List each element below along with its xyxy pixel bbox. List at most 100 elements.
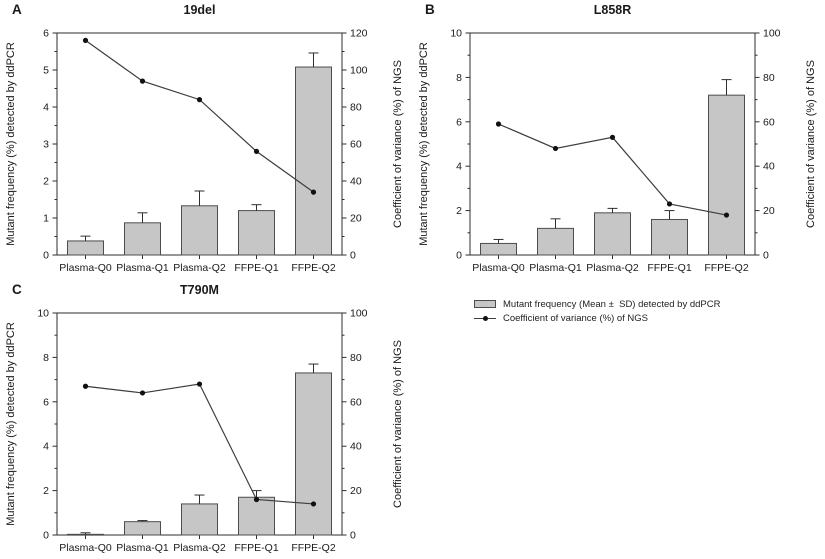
bar-ffpe-q1 <box>238 210 275 256</box>
cv-point <box>310 501 317 507</box>
left-axis-tick-label: 3 <box>43 139 49 151</box>
cv-point <box>310 189 317 195</box>
bar-plasma-q1 <box>537 227 574 256</box>
x-axis-category-label: FFPE-Q1 <box>234 262 278 274</box>
right-axis-title: Coefficient of variance (%) of NGS <box>805 60 817 228</box>
panel-t790m: C T790M 0 2 4 6 8 10 0 20 40 60 80 100 Plasma-Q0 Plas… <box>0 280 412 559</box>
left-axis-title: Mutant frequency (%) detected by ddPCR <box>5 322 17 526</box>
x-axis-category-label: Plasma-Q0 <box>472 262 525 274</box>
right-axis-tick-label: 60 <box>350 139 362 151</box>
left-axis-tick-label: 2 <box>43 485 49 497</box>
left-axis-tick-label: 6 <box>456 116 462 128</box>
panel-letter-c: C <box>12 282 22 297</box>
left-axis-tick-label: 6 <box>43 28 49 40</box>
cv-point <box>139 390 146 396</box>
legend-item-mutant-frequency: Mutant frequency (Mean ± SD) detected by… <box>474 297 720 311</box>
left-axis-tick-label: 1 <box>43 213 49 225</box>
cv-point <box>723 212 730 218</box>
x-axis-category-label: FFPE-Q1 <box>647 262 691 274</box>
x-axis-category-label: Plasma-Q1 <box>116 262 169 274</box>
left-axis-tick-label: 8 <box>43 352 49 364</box>
bar-plasma-q0 <box>67 240 104 256</box>
right-axis-tick-label: 0 <box>350 250 356 262</box>
left-axis-tick-label: 0 <box>43 250 49 262</box>
cv-point <box>82 37 89 44</box>
legend-line-marker-icon <box>483 315 488 321</box>
panel-title-19del: 19del <box>183 3 216 17</box>
right-axis-tick-label: 0 <box>763 250 769 262</box>
left-axis-tick-label: 8 <box>456 72 462 84</box>
cv-point <box>495 121 502 127</box>
cv-line <box>85 383 314 505</box>
left-axis-tick-label: 4 <box>456 161 462 173</box>
bar-plasma-q1 <box>124 222 161 256</box>
bar-plasma-q1 <box>124 521 161 536</box>
cv-point <box>139 78 146 84</box>
legend-item-coefficient-variance: Coefficient of variance (%) of NGS <box>474 311 720 325</box>
legend-line-swatch <box>474 315 496 321</box>
right-axis-tick-label: 80 <box>350 102 362 114</box>
bar-ffpe-q1 <box>238 496 275 536</box>
cv-point <box>609 134 616 140</box>
x-axis-category-label: Plasma-Q2 <box>586 262 639 274</box>
left-axis-tick-label: 0 <box>43 530 49 542</box>
bar-ffpe-q2 <box>295 372 332 536</box>
right-axis-tick-label: 100 <box>763 28 781 40</box>
cv-point <box>196 381 203 387</box>
left-axis-tick-label: 10 <box>37 308 49 320</box>
right-axis-tick-label: 100 <box>350 65 368 77</box>
right-axis-tick-label: 100 <box>350 308 368 320</box>
panel-19del: A 19del 0 1 2 3 4 5 6 0 20 40 60 80 100 120 Plasma-Q0 P… <box>0 0 412 280</box>
left-axis-title: Mutant frequency (%) detected by ddPCR <box>5 42 17 246</box>
right-axis-tick-label: 80 <box>763 72 775 84</box>
panel-title-l858r: L858R <box>593 3 632 17</box>
left-axis-tick-label: 2 <box>43 176 49 188</box>
bar-ffpe-q1 <box>651 218 688 256</box>
bar-plasma-q2 <box>181 205 218 256</box>
cv-line <box>85 39 314 193</box>
right-axis-tick-label: 40 <box>350 176 362 188</box>
left-axis-tick-label: 2 <box>456 205 462 217</box>
cv-point <box>666 201 673 207</box>
x-axis-category-label: Plasma-Q2 <box>173 262 226 274</box>
right-axis-tick-label: 0 <box>350 530 356 542</box>
right-axis-tick-label: 60 <box>350 396 362 408</box>
right-axis-tick-label: 80 <box>350 352 362 364</box>
left-axis-tick-label: 0 <box>456 250 462 262</box>
right-axis-title: Coefficient of variance (%) of NGS <box>392 60 404 228</box>
x-axis-category-label: Plasma-Q0 <box>59 542 112 554</box>
x-axis-category-label: Plasma-Q1 <box>529 262 582 274</box>
x-axis-category-label: FFPE-Q2 <box>291 542 335 554</box>
bar-plasma-q0 <box>67 533 104 536</box>
left-axis-title: Mutant frequency (%) detected by ddPCR <box>418 42 430 246</box>
left-axis-tick-label: 5 <box>43 65 49 77</box>
bar-ffpe-q2 <box>295 66 332 256</box>
x-axis-category-label: Plasma-Q0 <box>59 262 112 274</box>
right-axis-tick-label: 120 <box>350 28 368 40</box>
legend: Mutant frequency (Mean ± SD) detected by… <box>474 297 720 325</box>
left-axis-tick-label: 4 <box>43 102 49 114</box>
legend-bar-swatch <box>474 300 496 308</box>
bar-plasma-q2 <box>181 503 218 536</box>
right-axis-tick-label: 20 <box>350 213 362 225</box>
panel-letter-a: A <box>12 2 22 17</box>
legend-label-coefficient-variance: Coefficient of variance (%) of NGS <box>503 312 649 324</box>
bar-ffpe-q2 <box>708 94 745 256</box>
bar-plasma-q2 <box>594 212 631 256</box>
panel-l858r: B L858R 0 2 4 6 8 10 0 20 40 60 80 100 Plasma-Q0 Plas… <box>413 0 825 280</box>
panel-letter-b: B <box>425 2 435 17</box>
x-axis-category-label: Plasma-Q2 <box>173 542 226 554</box>
right-axis-tick-label: 20 <box>763 205 775 217</box>
legend-label-mutant-frequency: Mutant frequency (Mean ± SD) detected by… <box>503 298 721 310</box>
left-axis-tick-label: 6 <box>43 396 49 408</box>
cv-point <box>196 97 203 103</box>
right-axis-tick-label: 20 <box>350 485 362 497</box>
left-axis-tick-label: 4 <box>43 441 49 453</box>
right-axis-tick-label: 60 <box>763 116 775 128</box>
x-axis-category-label: FFPE-Q2 <box>704 262 748 274</box>
cv-point <box>552 145 559 152</box>
cv-point <box>82 383 89 389</box>
